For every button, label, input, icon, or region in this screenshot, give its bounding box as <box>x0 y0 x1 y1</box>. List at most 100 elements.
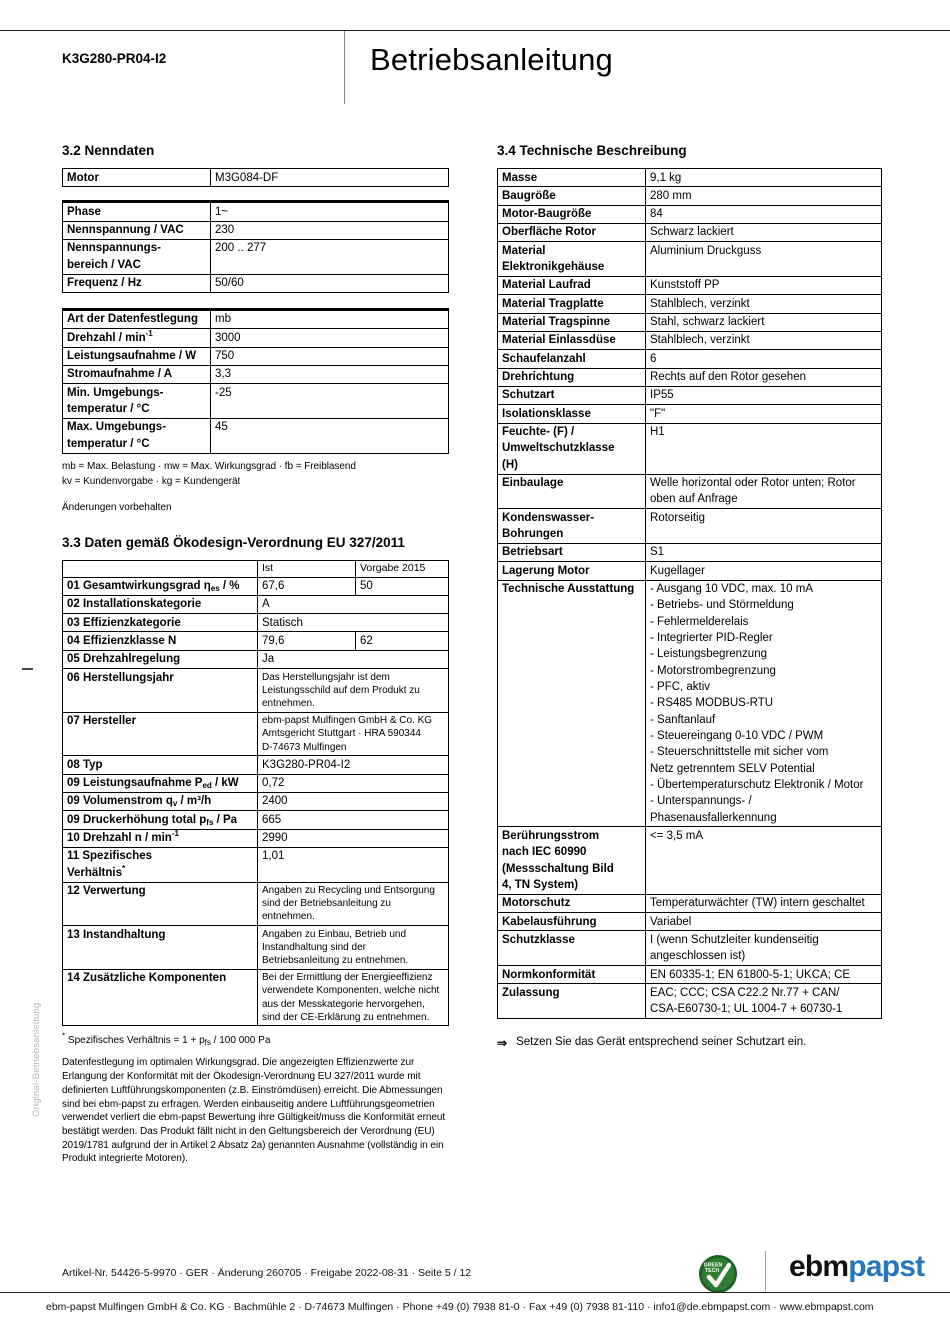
row-label: Motor-Baugröße <box>497 204 646 224</box>
row-value: 50/60 <box>210 273 449 293</box>
footer-divider <box>765 1251 766 1291</box>
table-row: Material Einlassdüse Stahlblech, verzinkt <box>497 330 882 351</box>
technische-beschreibung-table: Masse 9,1 kg Baugröße 280 mm Motor-Baugröße 8… <box>497 167 882 1020</box>
oekodesign-table: Ist Vorgabe 2015 01 Gesamtwirkungsgrad ηes… <box>62 559 449 1027</box>
row-value-ist: Bei der Ermittlung der Energieeffizienz … <box>257 968 449 1027</box>
row-value-ist: 665 <box>257 810 449 830</box>
print-mark <box>22 668 33 670</box>
row-value-ist: 79,6 <box>257 631 356 651</box>
table-row: Motorschutz Temperaturwächter (TW) intern… <box>497 893 882 914</box>
badge-text-tech: TECH <box>705 1268 719 1274</box>
footer-contact-line: ebm-papst Mulfingen GmbH & Co. KG · Bach… <box>46 1301 874 1313</box>
table-row: 10 Drehzahl n / min-1 2990 <box>62 828 449 848</box>
row-value: 200 .. 277 <box>210 238 449 275</box>
row-label: Oberfläche Rotor <box>497 222 646 243</box>
logo-ebm: ebm <box>789 1250 849 1283</box>
row-label: Kabelausführung <box>497 912 646 932</box>
row-label: Material Tragplatte <box>497 294 646 314</box>
table-row: 14 Zusätzliche Komponenten Bei der Ermitt… <box>62 968 449 1027</box>
table-row: Baugröße 280 mm <box>497 186 882 206</box>
table-row: 05 Drehzahlregelung Ja <box>62 649 449 670</box>
row-value: 230 <box>210 220 449 240</box>
table-row: Stromaufnahme / A 3,3 <box>62 364 449 385</box>
row-value: 6 <box>645 349 882 369</box>
row-label: Berührungsstrom nach IEC 60990 (Messschalt… <box>497 826 646 895</box>
row-value: 45 <box>210 417 449 454</box>
left-column: 3.2 Nenndaten Motor M3G084-DF Phase 1~ Nenn… <box>62 143 449 1166</box>
row-label: Schutzklasse <box>497 930 646 967</box>
table-row: Motor-Baugröße 84 <box>497 204 882 224</box>
row-value-vorgabe: 62 <box>355 631 449 651</box>
row-value: 84 <box>645 204 882 224</box>
table-row: Material Tragspinne Stahl, schwarz lackie… <box>497 312 882 332</box>
row-label: 13 Instandhaltung <box>62 925 258 970</box>
row-label: 12 Verwertung <box>62 881 258 927</box>
row-value: Stahl, schwarz lackiert <box>645 312 882 332</box>
table-row: Max. Umgebungs-temperatur / °C 45 <box>62 417 449 454</box>
row-label: Min. Umgebungs-temperatur / °C <box>62 383 211 419</box>
table-row: Kabelausführung Variabel <box>497 912 882 932</box>
row-value: Rotorseitig <box>645 508 882 544</box>
row-label: Material Einlassdüse <box>497 330 646 351</box>
row-value-ist: 67,6 <box>257 576 356 596</box>
table-row: 11 Spezifisches Verhältnis* 1,01 <box>62 846 449 883</box>
table-row: Kondenswasser- Bohrungen Rotorseitig <box>497 508 882 544</box>
row-value: EN 60335-1; EN 61800-5-1; UKCA; CE <box>645 965 882 985</box>
table-row: Drehzahl / min-1 3000 <box>62 328 449 348</box>
greentech-badge-icon: GREEN TECH <box>699 1255 737 1293</box>
row-label: 09 Volumenstrom qv / m³/h <box>62 791 258 812</box>
row-label: Frequenz / Hz <box>62 273 211 293</box>
header-rule <box>0 30 950 31</box>
table-row: Betriebsart S1 <box>497 542 882 563</box>
row-label: Isolationsklasse <box>497 404 646 424</box>
row-value-ist: 2400 <box>257 791 449 812</box>
table-row: Material Tragplatte Stahlblech, verzinkt <box>497 294 882 314</box>
row-label: Nennspannung / VAC <box>62 220 211 240</box>
section-title-nenndaten: 3.2 Nenndaten <box>62 143 155 158</box>
row-label: Nennspannungs-bereich / VAC <box>62 238 211 275</box>
note-line: kv = Kundenvorgabe · kg = Kundengerät <box>62 475 241 487</box>
double-arrow-icon: ⇒ <box>497 1036 508 1051</box>
table-row: Zulassung EAC; CCC; CSA C22.2 Nr.77 + CAN… <box>497 983 882 1020</box>
eco-paragraph: Datenfestlegung im optimalen Wirkungsgra… <box>62 1057 446 1165</box>
row-label: Drehrichtung <box>497 367 646 387</box>
right-column: 3.4 Technische Beschreibung Masse 9,1 kg B… <box>497 143 882 1052</box>
row-label: Max. Umgebungs-temperatur / °C <box>62 417 211 454</box>
row-label: 08 Typ <box>62 755 258 775</box>
table-row: Technische Ausstattung - Ausgang 10 VDC, … <box>497 579 882 828</box>
note-line: mb = Max. Belastung · mw = Max. Wirkungs… <box>62 460 356 472</box>
table-row: 12 Verwertung Angaben zu Recycling und En… <box>62 881 449 927</box>
row-value: 750 <box>210 346 449 366</box>
row-value: <= 3,5 mA <box>645 826 882 895</box>
row-label: Technische Ausstattung <box>497 579 646 828</box>
row-label: 04 Effizienzklasse N <box>62 631 258 651</box>
row-label: Art der Datenfestlegung <box>62 308 211 330</box>
row-label: 09 Druckerhöhung total pfs / Pa <box>62 810 258 830</box>
row-label: Lagerung Motor <box>497 561 646 581</box>
table-row: 08 Typ K3G280-PR04-I2 <box>62 755 449 775</box>
row-label: Masse <box>497 167 646 188</box>
section-title-technische: 3.4 Technische Beschreibung <box>497 143 687 158</box>
operating-data-table: Art der Datenfestlegung mb Drehzahl / min-… <box>62 307 449 454</box>
table-row: Nennspannung / VAC 230 <box>62 220 449 240</box>
row-value-ist: 0,72 <box>257 773 449 793</box>
row-value: Stahlblech, verzinkt <box>645 294 882 314</box>
table-row: 13 Instandhaltung Angaben zu Einbau, Betr… <box>62 925 449 970</box>
table-row: Lagerung Motor Kugellager <box>497 561 882 581</box>
row-value: Kunststoff PP <box>645 275 882 296</box>
table-row: 02 Installationskategorie A <box>62 594 449 615</box>
row-value: M3G084-DF <box>210 167 449 188</box>
table-row: Isolationsklasse "F" <box>497 404 882 424</box>
table-row: Ist Vorgabe 2015 <box>62 559 449 578</box>
row-label: Normkonformität <box>497 965 646 985</box>
row-label: Baugröße <box>497 186 646 206</box>
row-value: Variabel <box>645 912 882 932</box>
row-value: Rechts auf den Rotor gesehen <box>645 367 882 387</box>
badge-text-green: GREEN <box>704 1263 723 1269</box>
table-row: Material Laufrad Kunststoff PP <box>497 275 882 296</box>
row-value: 9,1 kg <box>645 167 882 188</box>
table-row: Art der Datenfestlegung mb <box>62 308 449 330</box>
table-row: 07 Hersteller ebm-papst Mulfingen GmbH & … <box>62 711 449 757</box>
row-label: Material Laufrad <box>497 275 646 296</box>
row-label: Motorschutz <box>497 893 646 914</box>
